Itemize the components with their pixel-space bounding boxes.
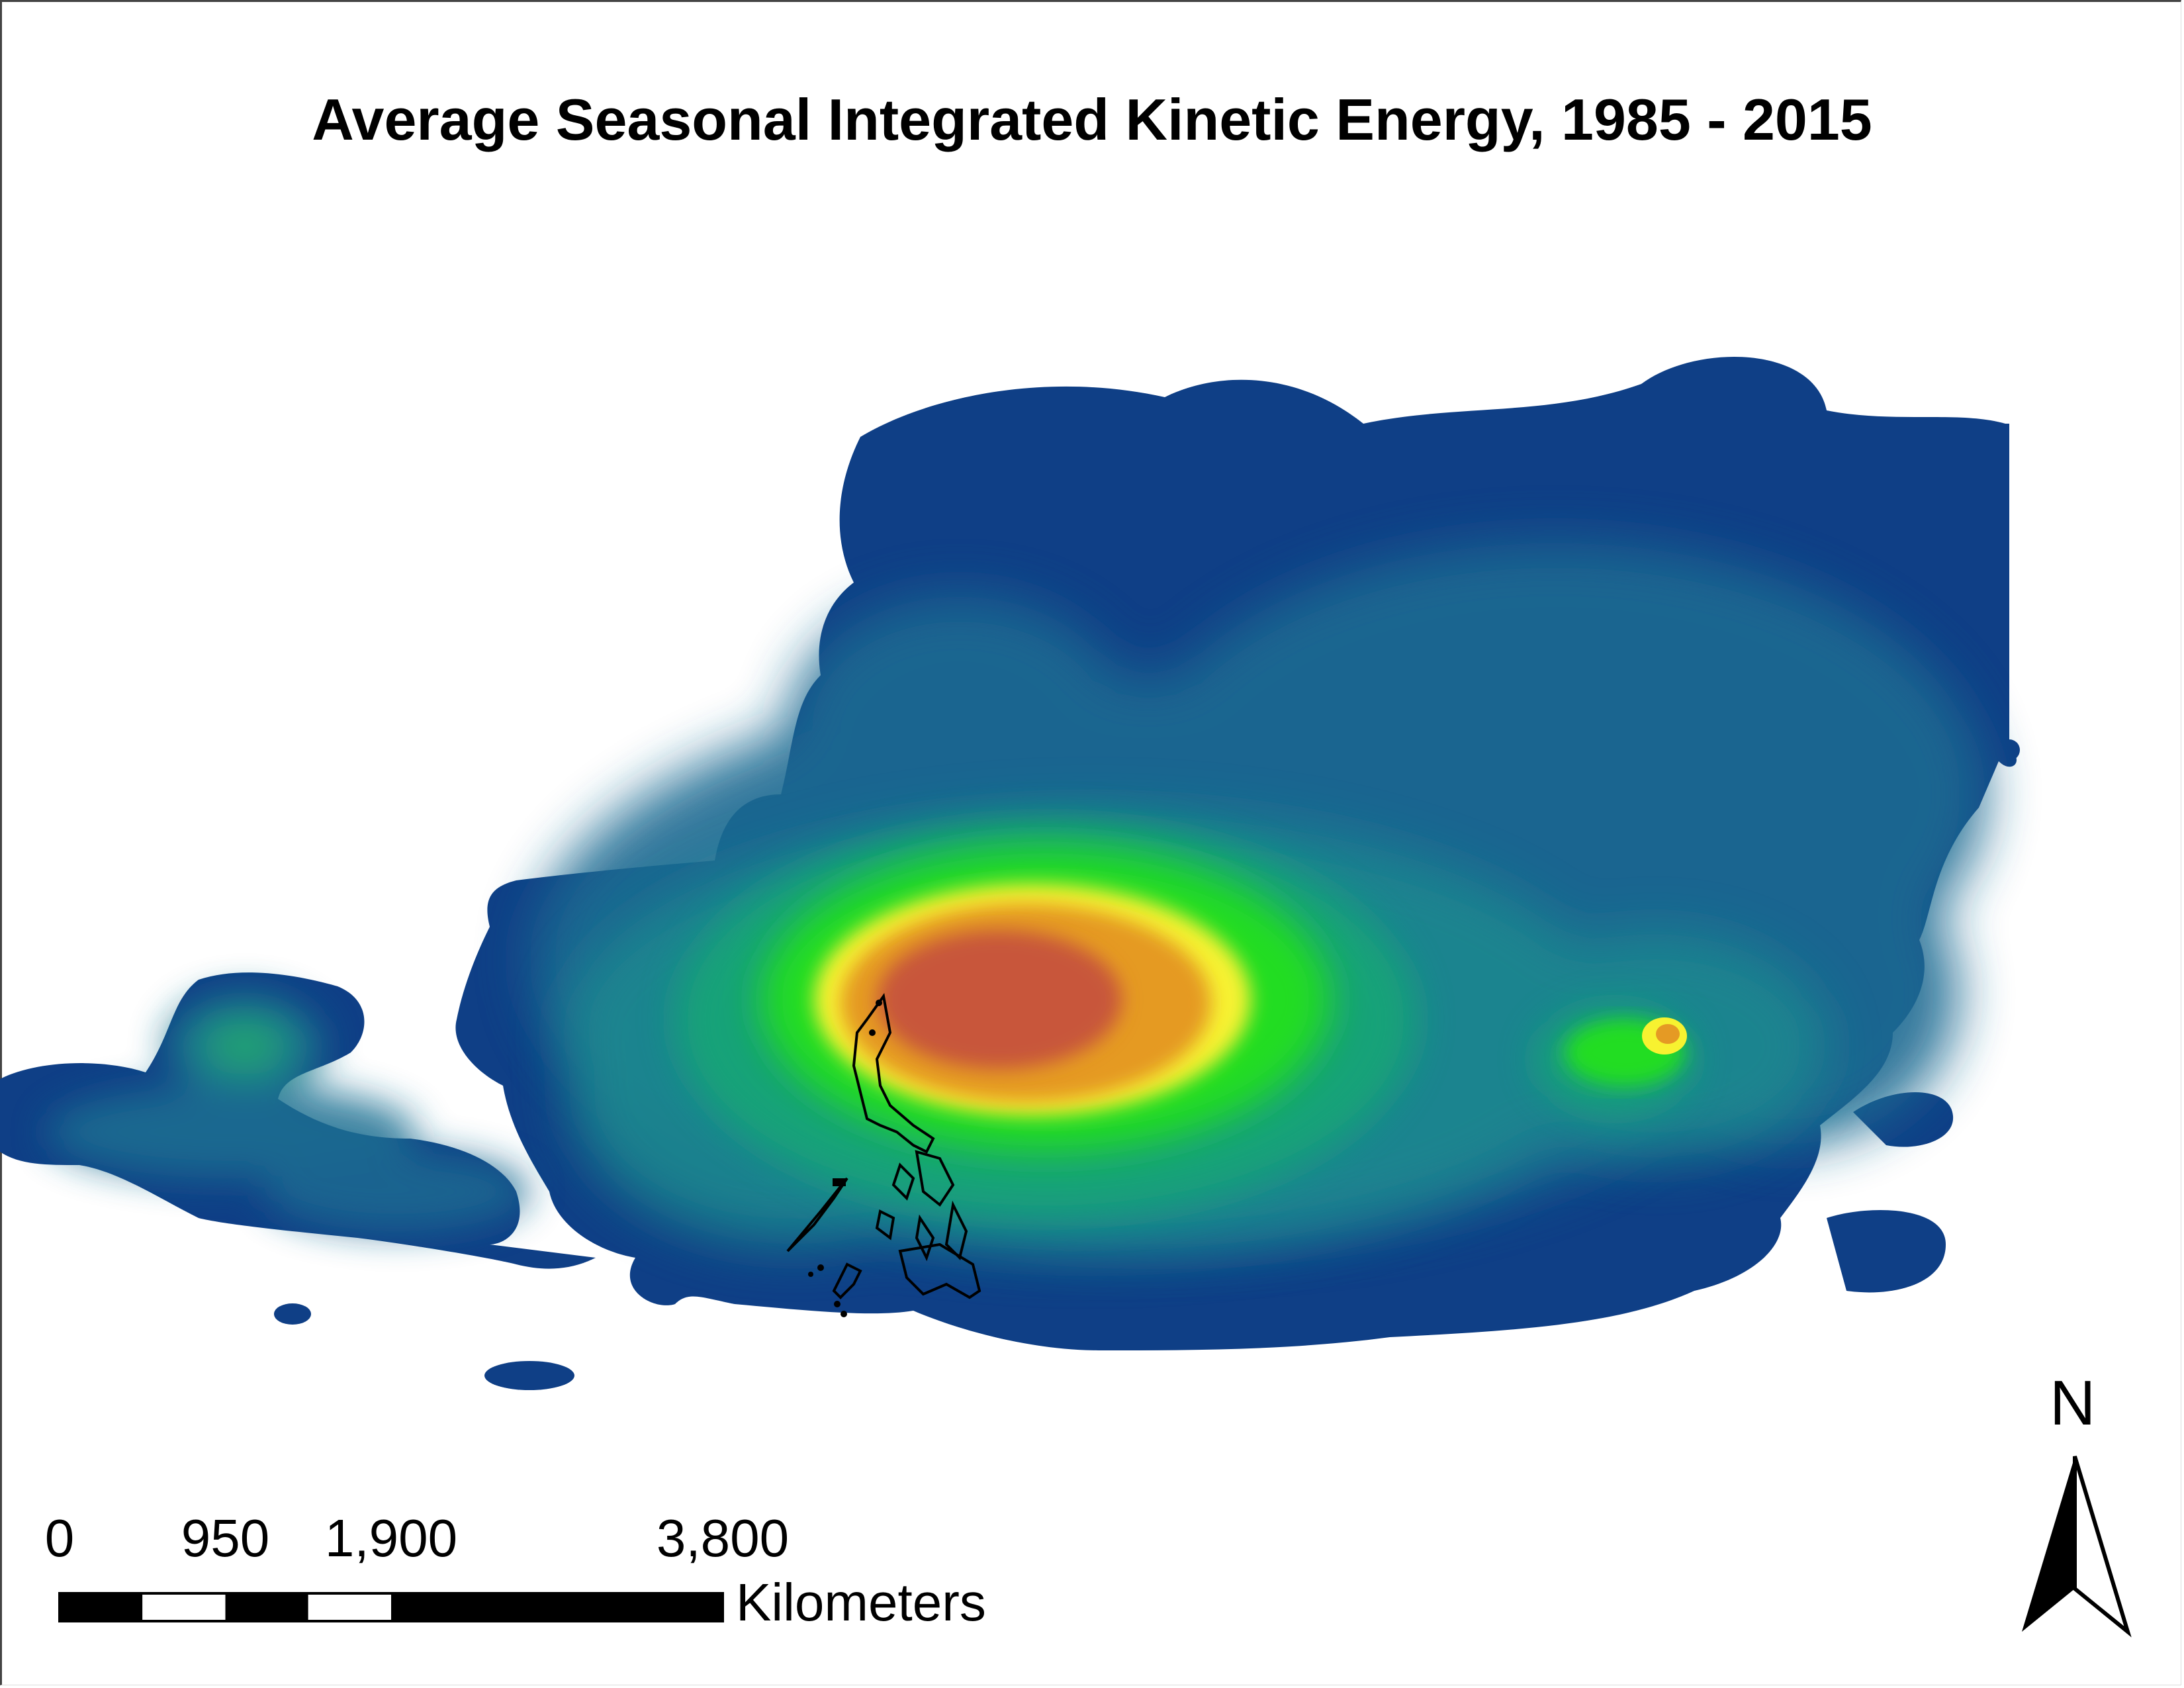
ike-east-hotspot (1565, 1017, 1687, 1086)
scale-bar-segment (60, 1593, 143, 1621)
ike-west-tail-shading (46, 993, 529, 1231)
scale-units-label: Kilometers (736, 1573, 986, 1632)
scale-bar-segment (142, 1593, 226, 1621)
scale-bar (58, 1592, 724, 1622)
scale-tick-label: 950 (181, 1509, 270, 1568)
scale-tick-label: 3,800 (656, 1509, 790, 1568)
scale-tick-label: 0 (44, 1509, 75, 1568)
scale-bar-segment (391, 1593, 723, 1621)
north-arrow-label: N (2050, 1368, 2096, 1438)
scale-bar-segment (308, 1593, 391, 1621)
north-arrow-icon (2022, 1456, 2132, 1638)
scale-bar-segment (225, 1593, 308, 1621)
ike-hotspot (761, 847, 1330, 1152)
philippines-outline (786, 992, 981, 1299)
philippines-islets (808, 1000, 882, 1317)
scale-tick-label: 1,900 (324, 1509, 458, 1568)
map-title: Average Seasonal Integrated Kinetic Ener… (312, 87, 1872, 152)
